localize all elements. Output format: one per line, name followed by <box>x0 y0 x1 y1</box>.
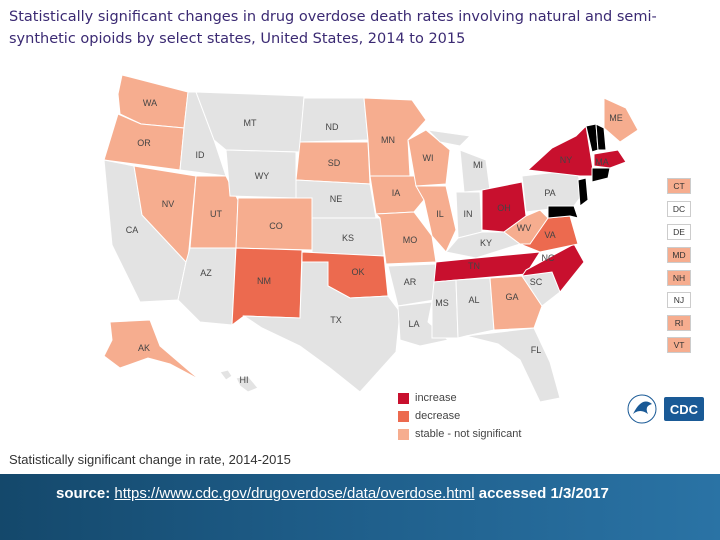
label-SD: SD <box>328 158 341 168</box>
small-state-VT[interactable]: VT <box>667 337 691 353</box>
cdc-logo-text: CDC <box>670 402 699 417</box>
label-NV: NV <box>162 199 175 209</box>
state-WI[interactable] <box>407 129 451 187</box>
us-map: WA OR CA ID NV UT AZ MT WY CO NM ND SD N… <box>103 74 639 403</box>
label-IN: IN <box>464 209 473 219</box>
small-state-DC[interactable]: DC <box>667 201 691 217</box>
label-AR: AR <box>404 277 417 287</box>
state-NM[interactable] <box>231 247 303 327</box>
label-MO: MO <box>403 235 418 245</box>
label-NC: NC <box>542 253 555 263</box>
label-TX: TX <box>330 315 342 325</box>
legend-swatch-increase <box>398 392 409 404</box>
state-AZ[interactable] <box>177 247 237 326</box>
cdc-logo: CDC <box>627 394 704 424</box>
state-TX[interactable] <box>242 261 401 393</box>
label-KS: KS <box>342 233 354 243</box>
source-band <box>0 474 720 540</box>
label-AK: AK <box>138 343 150 353</box>
small-state-RI[interactable]: RI <box>667 315 691 331</box>
label-TN: TN <box>468 261 480 271</box>
small-state-DE[interactable]: DE <box>667 224 691 240</box>
state-MI[interactable] <box>459 149 491 193</box>
state-MI-UP[interactable] <box>426 129 472 147</box>
state-CT[interactable] <box>591 167 611 183</box>
label-MA: MA <box>595 157 609 167</box>
label-NY: NY <box>560 155 573 165</box>
label-WY: WY <box>255 171 270 181</box>
label-MT: MT <box>244 118 257 128</box>
label-ID: ID <box>196 150 206 160</box>
state-NY[interactable] <box>526 124 595 177</box>
source-suffix: accessed 1/3/2017 <box>474 485 609 502</box>
source-prefix: source: <box>56 485 115 502</box>
label-KY: KY <box>480 238 492 248</box>
label-MI: MI <box>473 160 483 170</box>
small-state-NH[interactable]: NH <box>667 270 691 286</box>
label-GA: GA <box>505 292 518 302</box>
hhs-eagle-icon <box>627 394 657 424</box>
state-NJ[interactable] <box>577 177 589 207</box>
label-HI: HI <box>240 375 249 385</box>
label-SC: SC <box>530 277 543 287</box>
label-VA: VA <box>544 230 555 240</box>
map-caption: Statistically significant change in rate… <box>9 452 291 467</box>
state-MD[interactable] <box>547 205 579 219</box>
label-CA: CA <box>126 225 139 235</box>
legend-item-increase: increase <box>398 389 521 407</box>
state-NH[interactable] <box>595 123 607 151</box>
state-MN[interactable] <box>363 97 427 177</box>
map-legend: increase decrease stable - not significa… <box>398 389 521 443</box>
label-WA: WA <box>143 98 157 108</box>
label-MS: MS <box>435 298 449 308</box>
label-CO: CO <box>269 221 283 231</box>
state-ND[interactable] <box>299 97 369 143</box>
small-state-MD[interactable]: MD <box>667 247 691 263</box>
legend-item-stable: stable - not significant <box>398 425 521 443</box>
label-AZ: AZ <box>200 268 212 278</box>
label-ND: ND <box>326 122 339 132</box>
label-IA: IA <box>392 188 401 198</box>
legend-swatch-decrease <box>398 410 409 422</box>
state-HI[interactable] <box>219 369 233 381</box>
state-MS[interactable] <box>431 279 459 339</box>
legend-label-stable: stable - not significant <box>415 428 522 440</box>
legend-swatch-stable <box>398 428 409 440</box>
label-AL: AL <box>468 295 479 305</box>
state-MA[interactable] <box>593 149 627 169</box>
label-NE: NE <box>330 194 343 204</box>
label-OH: OH <box>497 203 511 213</box>
legend-label-increase: increase <box>415 392 457 404</box>
state-ME[interactable] <box>603 97 639 143</box>
label-MN: MN <box>381 135 395 145</box>
label-ME: ME <box>609 113 623 123</box>
label-WV: WV <box>517 223 532 233</box>
state-HI-2[interactable] <box>235 375 259 393</box>
label-UT: UT <box>210 209 222 219</box>
label-FL: FL <box>531 345 542 355</box>
legend-item-decrease: decrease <box>398 407 521 425</box>
legend-label-decrease: decrease <box>415 410 461 422</box>
label-IL: IL <box>436 209 444 219</box>
state-GA[interactable] <box>489 275 543 331</box>
cdc-badge <box>664 397 704 421</box>
state-TN[interactable] <box>433 251 541 283</box>
state-IA[interactable] <box>369 175 425 215</box>
state-AL[interactable] <box>455 277 495 339</box>
label-NM: NM <box>257 276 271 286</box>
label-PA: PA <box>544 188 555 198</box>
source-citation: source: https://www.cdc.gov/drugoverdose… <box>56 484 696 504</box>
title-bar: Statistically significant changes in dru… <box>0 0 720 56</box>
map-title: Statistically significant changes in dru… <box>9 9 657 47</box>
label-OK: OK <box>351 267 364 277</box>
state-FL[interactable] <box>465 327 561 403</box>
label-LA: LA <box>408 319 419 329</box>
label-WI: WI <box>423 153 434 163</box>
state-AK[interactable] <box>103 319 201 381</box>
label-OR: OR <box>137 138 151 148</box>
small-state-NJ[interactable]: NJ <box>667 292 691 308</box>
small-state-CT[interactable]: CT <box>667 178 691 194</box>
source-link[interactable]: https://www.cdc.gov/drugoverdose/data/ov… <box>114 485 475 502</box>
